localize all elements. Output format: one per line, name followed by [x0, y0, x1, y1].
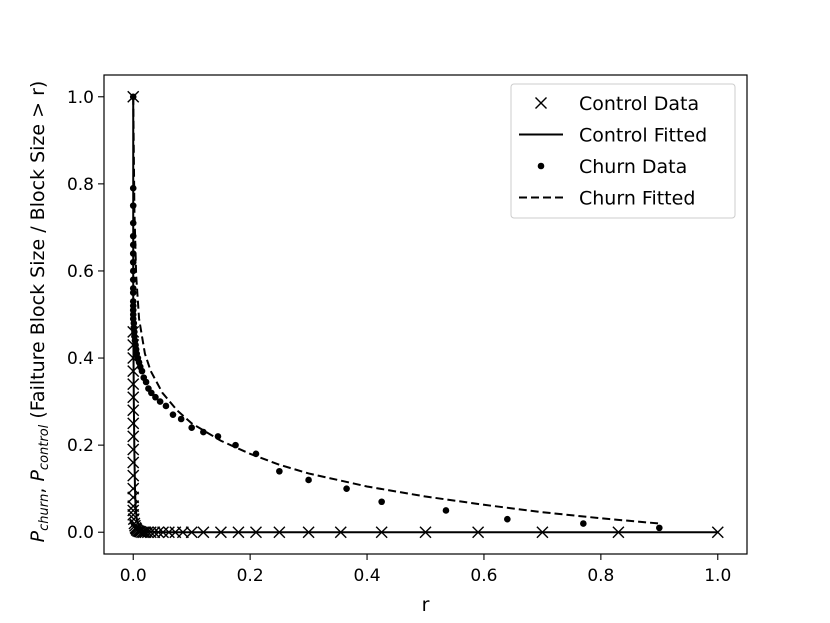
y-axis-label-p1: P — [27, 530, 49, 542]
churn-data-point — [214, 433, 222, 440]
legend-label-control-fitted: Control Fitted — [579, 125, 707, 147]
y-axis-ticks: 0.0 0.2 0.4 0.6 0.8 1.0 — [67, 88, 104, 543]
control-data-point — [127, 456, 140, 469]
churn-data-point — [343, 485, 350, 492]
y-tick-label: 0.2 — [67, 436, 94, 456]
y-tick-label: 0.6 — [67, 262, 94, 282]
churn-data-point — [156, 398, 164, 405]
x-marker-stroke — [128, 519, 141, 532]
churn-data-point — [162, 402, 170, 410]
legend-label-control-data: Control Data — [579, 93, 699, 115]
x-marker-stroke — [535, 97, 547, 109]
control-fitted-line — [132, 96, 718, 534]
churn-data-point — [129, 93, 137, 101]
y-axis-label-s1: churn — [37, 494, 52, 531]
y-tick-label: 0.8 — [67, 175, 94, 195]
churn-data-point — [129, 202, 137, 209]
churn-data-point — [169, 411, 177, 418]
y-axis-label-rest: (Failture Block Size / Block Size > r) — [27, 81, 49, 425]
legend-box — [510, 83, 736, 219]
x-tick-label: 0.4 — [354, 566, 381, 586]
x-marker-stroke — [127, 456, 140, 469]
churn-data-point — [129, 267, 137, 275]
churn-data-point — [152, 393, 159, 401]
y-axis-label: Pchurn, Pcontrol (Failture Block Size / … — [27, 81, 52, 543]
churn-data-point — [305, 476, 312, 484]
churn-data-point — [129, 276, 137, 283]
chart-marks — [127, 90, 724, 539]
x-marker-stroke — [127, 500, 140, 513]
churn-data-point — [188, 424, 195, 432]
axes-frame — [103, 74, 748, 555]
churn-data-point — [129, 289, 137, 297]
churn-data-point — [580, 520, 587, 527]
control-data-point — [127, 482, 140, 495]
control-data-point — [127, 491, 140, 504]
control-data-point — [127, 469, 140, 482]
x-marker-stroke — [136, 526, 148, 539]
x-axis-ticks: 0.0 0.2 0.4 0.6 0.8 1.0 — [120, 554, 731, 586]
x-marker-stroke — [127, 482, 140, 495]
churn-data-point — [276, 467, 283, 475]
x-tick-label: 1.0 — [704, 566, 731, 586]
x-marker-stroke — [127, 443, 140, 456]
churn-data-point — [177, 415, 185, 423]
churn-data-point — [232, 441, 239, 449]
churn-data-point — [148, 389, 155, 397]
x-tick-label: 0.6 — [470, 566, 497, 586]
y-tick-label: 1.0 — [67, 88, 94, 108]
y-axis-label-p2: P — [27, 470, 49, 482]
churn-data-point — [442, 507, 450, 514]
x-marker-stroke — [127, 491, 140, 504]
x-tick-label: 0.8 — [587, 566, 614, 586]
churn-data-point — [378, 498, 385, 506]
churn-data-point — [656, 524, 663, 532]
legend-swatch-control-data — [535, 97, 547, 109]
churn-data-point — [138, 367, 146, 375]
x-axis-label: r — [422, 594, 430, 616]
x-tick-label: 0.0 — [120, 566, 147, 586]
legend-swatch-churn-data — [537, 162, 545, 170]
legend-label-churn-data: Churn Data — [579, 156, 687, 178]
churn-data-point — [142, 378, 150, 386]
chart-legend: Control Data Control Fitted Churn Data Chur… — [510, 83, 736, 219]
x-marker-stroke — [127, 469, 140, 482]
control-data-point — [127, 443, 140, 456]
y-axis-label-sep: , — [27, 482, 49, 494]
y-axis-label-s2: control — [37, 424, 52, 470]
y-tick-label: 0.0 — [67, 523, 94, 543]
legend-label-churn-fitted: Churn Fitted — [579, 188, 695, 210]
churn-data-point — [504, 515, 511, 523]
churn-fitted-line — [132, 96, 660, 525]
x-tick-label: 0.2 — [237, 566, 264, 586]
y-tick-label: 0.4 — [67, 349, 94, 369]
x-marker-stroke — [128, 517, 141, 530]
